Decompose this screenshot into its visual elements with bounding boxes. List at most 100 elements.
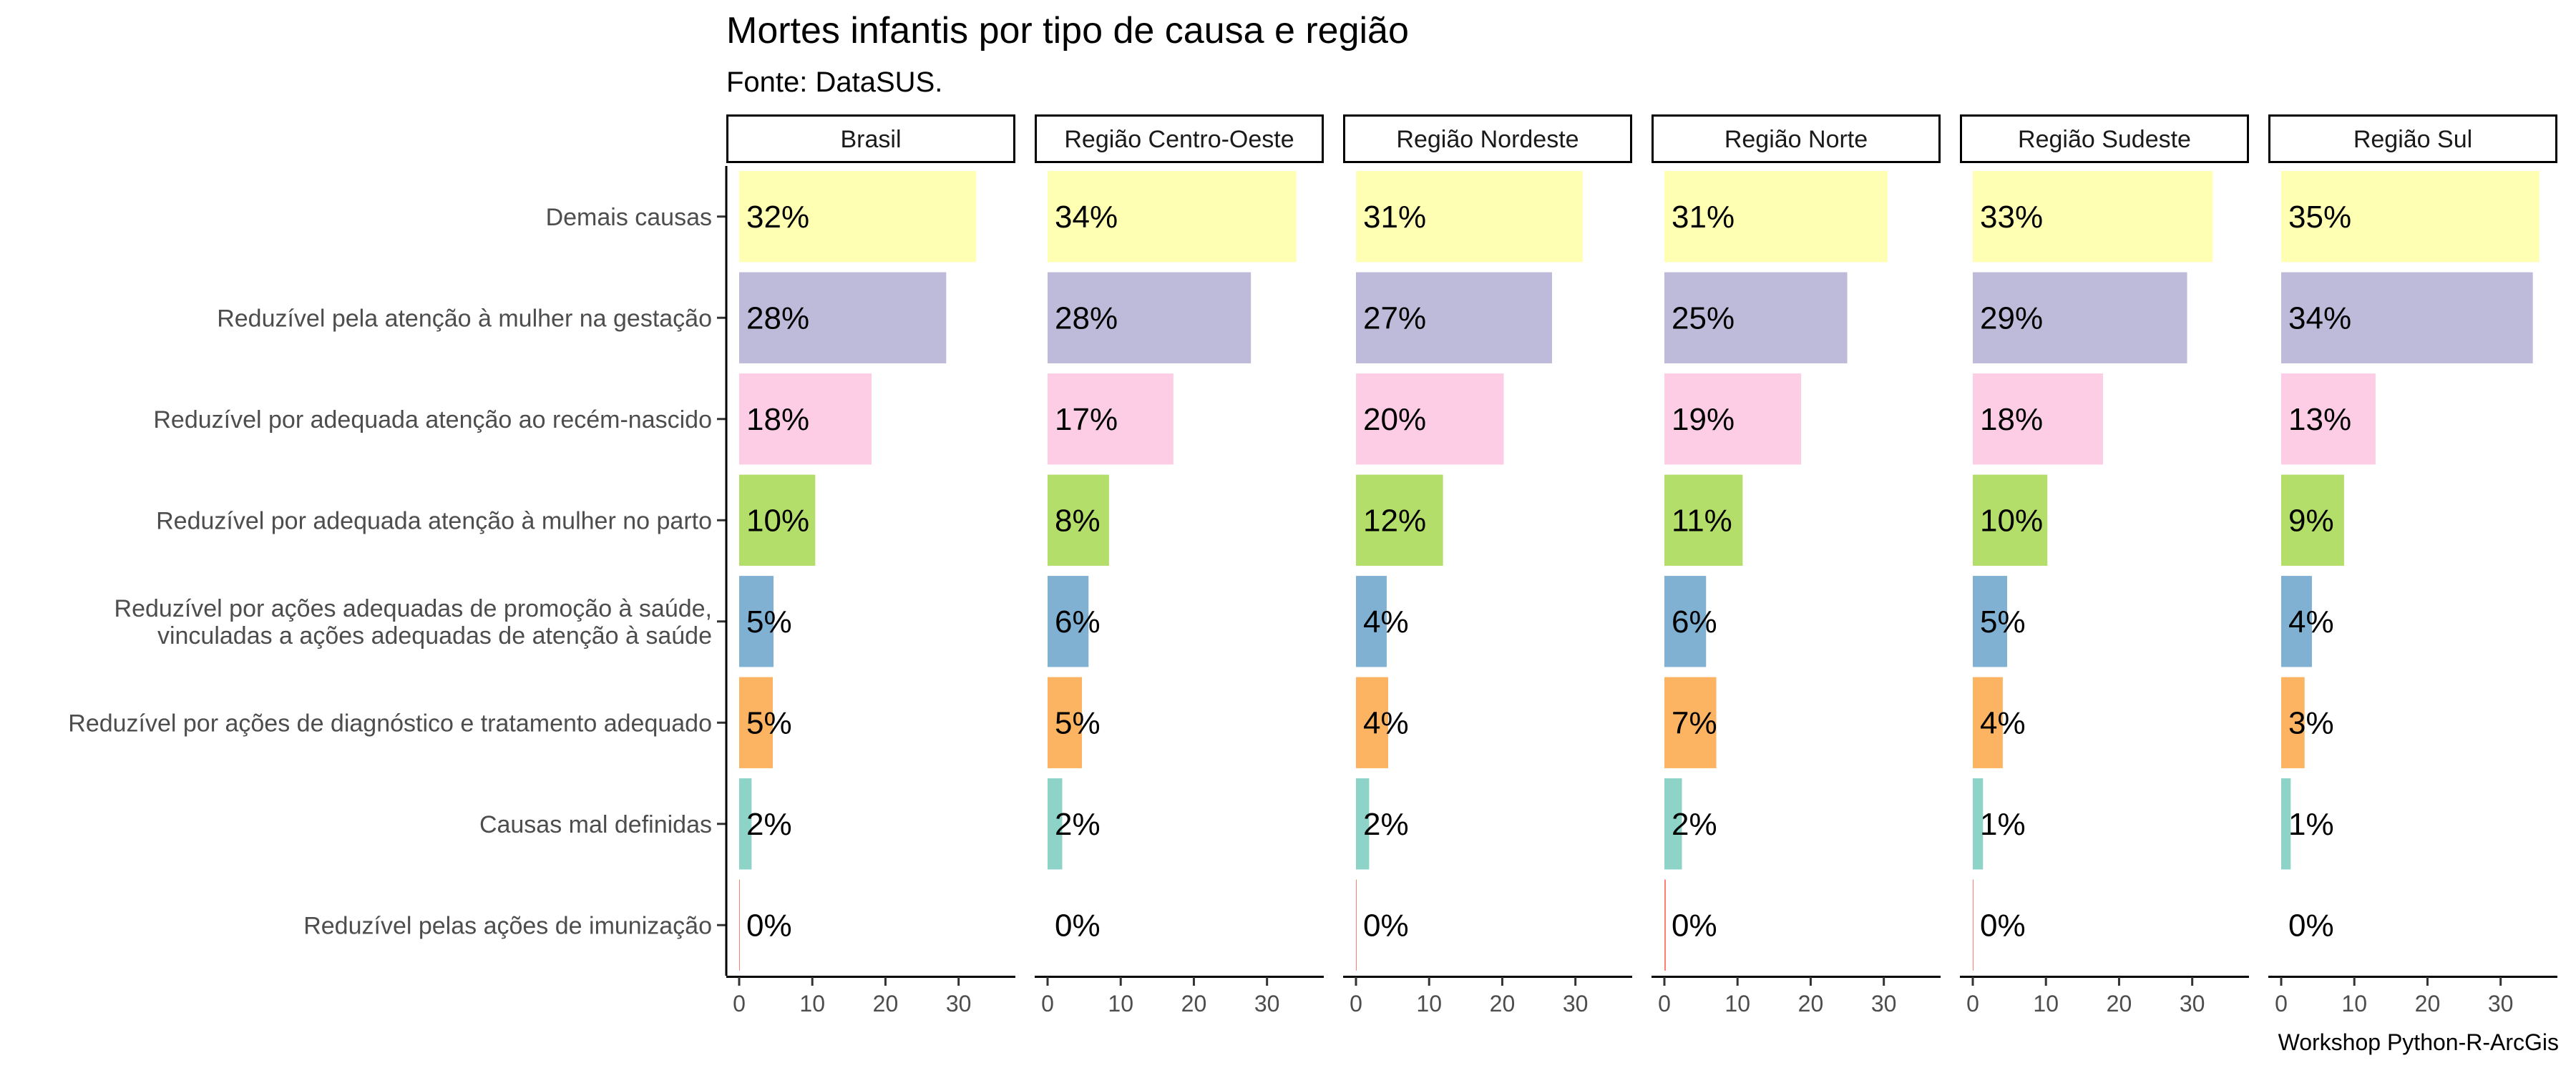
data-label: 33% — [1980, 200, 2043, 235]
bar — [1973, 474, 2048, 566]
x-tick-label: 0 — [1966, 991, 1979, 1016]
facet-strip-label: Região Nordeste — [1396, 126, 1579, 153]
bar — [1973, 171, 2213, 263]
data-label: 32% — [746, 200, 809, 235]
bar — [1048, 677, 1083, 768]
bar — [2281, 677, 2305, 768]
chart-subtitle: Fonte: DataSUS. — [726, 67, 942, 98]
bar — [1973, 576, 2008, 667]
facet-panel: Região Norte 31% 25% 19% 11% 6% 7% 2% 0% 0 10 20 30 — [1652, 114, 1941, 1016]
bar — [1664, 778, 1682, 870]
data-label: 9% — [2288, 503, 2334, 538]
data-label: 28% — [746, 300, 809, 335]
bar — [739, 474, 816, 566]
x-tick-label: 0 — [1041, 991, 1054, 1016]
data-label: 7% — [1672, 705, 1717, 740]
facet-panels: Brasil 32% 28% 18% 10% 5% 5% 2% 0% 0 10 20 30 Região … — [726, 114, 2557, 1016]
facet-strip — [1652, 114, 1941, 163]
facet-strip-label: Região Norte — [1724, 126, 1868, 153]
x-tick-label: 10 — [1724, 991, 1750, 1016]
data-label: 3% — [2288, 705, 2334, 740]
bar — [2281, 373, 2376, 465]
data-label: 5% — [746, 705, 792, 740]
bar — [2281, 474, 2344, 566]
bar — [1356, 373, 1504, 465]
data-label: 17% — [1055, 402, 1118, 437]
bar — [1664, 879, 1667, 971]
data-label: 31% — [1672, 200, 1735, 235]
data-label: 4% — [1363, 604, 1409, 640]
data-label: 29% — [1980, 300, 2043, 335]
x-tick-label: 10 — [1416, 991, 1442, 1016]
bar — [1356, 272, 1552, 363]
bar — [739, 171, 977, 263]
data-label: 10% — [1980, 503, 2043, 538]
bar — [1048, 171, 1297, 263]
x-tick-label: 20 — [2415, 991, 2441, 1016]
x-tick-label: 20 — [873, 991, 899, 1016]
x-tick-label: 10 — [1108, 991, 1133, 1016]
data-label: 25% — [1672, 300, 1735, 335]
data-label: 11% — [1672, 503, 1732, 538]
x-tick-label: 0 — [1658, 991, 1671, 1016]
x-tick-label: 20 — [1490, 991, 1516, 1016]
x-tick-label: 30 — [2488, 991, 2514, 1016]
bar — [1973, 272, 2187, 363]
bar — [739, 272, 947, 363]
data-label: 2% — [1363, 807, 1409, 842]
bar — [739, 879, 741, 971]
bar — [1048, 373, 1174, 465]
data-label: 34% — [1055, 200, 1118, 235]
bar — [1664, 677, 1717, 768]
bar — [1973, 879, 1974, 971]
data-label: 18% — [746, 402, 809, 437]
data-label: 4% — [2288, 604, 2334, 640]
facet-panel: Brasil 32% 28% 18% 10% 5% 5% 2% 0% 0 10 20 30 — [726, 114, 1015, 1016]
chart-title: Mortes infantis por tipo de causa e regi… — [726, 10, 1409, 52]
bar — [739, 778, 752, 870]
facet-strip-label: Brasil — [840, 126, 901, 153]
bar — [1356, 171, 1583, 263]
bar — [2281, 171, 2540, 263]
x-tick-label: 0 — [1350, 991, 1362, 1016]
bar — [1973, 373, 2103, 465]
data-label: 1% — [2288, 807, 2334, 842]
data-label: 28% — [1055, 300, 1118, 335]
facet-strip — [1343, 114, 1632, 163]
facet-panel: Região Centro-Oeste 34% 28% 17% 8% 6% 5% 2% 0% 0 1… — [1035, 114, 1324, 1016]
x-tick-label: 30 — [1254, 991, 1280, 1016]
bar — [739, 576, 774, 667]
data-label: 1% — [1980, 807, 2026, 842]
data-label: 6% — [1672, 604, 1717, 640]
data-label: 0% — [2288, 908, 2334, 943]
data-label: 4% — [1980, 705, 2026, 740]
bar — [1356, 576, 1387, 667]
data-label: 5% — [1055, 705, 1101, 740]
bar — [1664, 474, 1743, 566]
data-label: 0% — [1055, 908, 1101, 943]
data-label: 5% — [1980, 604, 2026, 640]
facet-panel: Região Nordeste 31% 27% 20% 12% 4% 4% 2% 0% 0 10 20… — [1343, 114, 1632, 1016]
bar — [1356, 879, 1357, 971]
data-label: 10% — [746, 503, 809, 538]
data-label: 4% — [1363, 705, 1409, 740]
y-tick-label: Reduzível pela atenção à mulher na gesta… — [217, 305, 712, 332]
bar — [1048, 778, 1063, 870]
x-tick-label: 30 — [1871, 991, 1897, 1016]
bar — [1973, 778, 1984, 870]
y-tick-label: Reduzível pelas ações de imunização — [303, 912, 712, 939]
data-label: 34% — [2288, 300, 2351, 335]
data-label: 12% — [1363, 503, 1426, 538]
data-label: 13% — [2288, 402, 2351, 437]
y-tick-label: Reduzível por adequada atenção à mulher … — [156, 507, 712, 534]
y-tick-label: Reduzível por ações de diagnóstico e tra… — [68, 710, 712, 737]
bar — [739, 373, 872, 465]
x-tick-label: 10 — [799, 991, 825, 1016]
facet-strip — [2268, 114, 2557, 163]
y-tick-label: Demais causas — [546, 204, 712, 231]
data-label: 31% — [1363, 200, 1426, 235]
x-tick-label: 20 — [2107, 991, 2132, 1016]
bar — [1048, 272, 1252, 363]
data-label: 8% — [1055, 503, 1101, 538]
